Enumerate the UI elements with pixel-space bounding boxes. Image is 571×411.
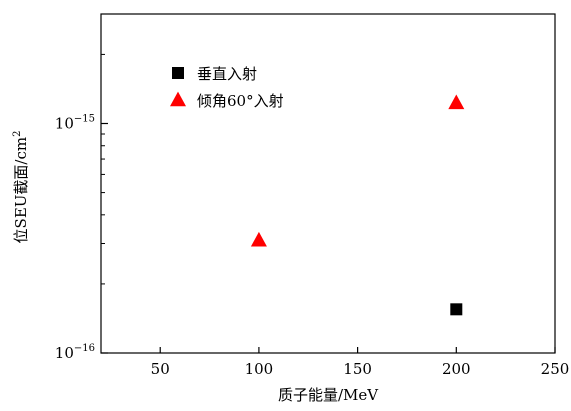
y-minor-ticks [101, 53, 105, 285]
y-axis-label-text: 位SEU截面/cm [12, 137, 30, 244]
data-points [250, 94, 465, 316]
x-tick-label-200: 200 [442, 360, 471, 378]
square-point [450, 303, 463, 316]
legend-label-2: 倾角60°入射 [197, 92, 284, 110]
legend-label-1: 垂直入射 [197, 65, 257, 83]
legend-marker-2 [170, 91, 186, 107]
y-tick-label-exponent: −15 [74, 113, 95, 124]
y-axis-label: 位SEU截面/cm2 [12, 131, 30, 244]
x-tick-label-100: 100 [245, 360, 274, 378]
x-tick-label-150: 150 [343, 360, 372, 378]
triangle-point [448, 94, 465, 110]
y-tick-label-base: 10 [55, 344, 74, 362]
x-ticks: 50 100 150 200 250 [151, 347, 570, 378]
x-tick-label-50: 50 [151, 360, 170, 378]
x-tick-label-250: 250 [541, 360, 570, 378]
y-tick-label: 10−16 [55, 343, 95, 362]
y-tick-label-base: 10 [55, 114, 74, 132]
legend-marker-1 [172, 67, 184, 79]
y-axis-label-superscript: 2 [12, 131, 23, 137]
y-tick-label-exponent: −16 [74, 343, 95, 354]
y-tick-label: 10−15 [55, 113, 95, 132]
plot-area-frame [100, 13, 556, 354]
x-axis-label: 质子能量/MeV [278, 386, 379, 404]
triangle-point [250, 231, 267, 247]
